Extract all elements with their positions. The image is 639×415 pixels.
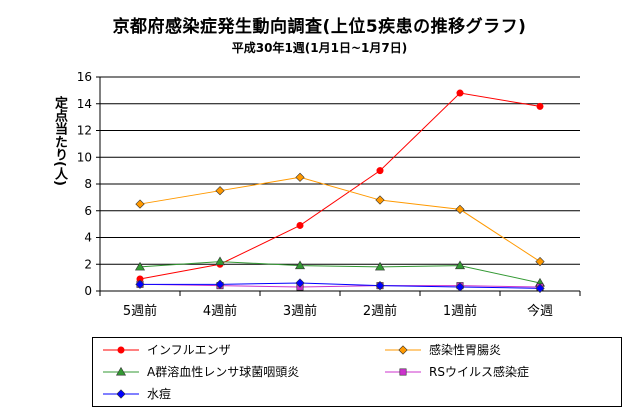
data-point [455,282,465,292]
data-point [134,261,146,271]
series-line [140,282,541,289]
chart-subtitle: 平成30年1週(1月1日~1月7日) [231,41,408,55]
legend-marker [398,345,408,355]
x-tick-label: 1週前 [443,303,477,319]
data-point [215,186,225,196]
y-tick-label: 0 [84,284,92,298]
legend-item: RSウイルス感染症 [385,364,529,379]
legend-label: 水痘 [147,386,171,401]
legend-label: A群溶血性レンサ球菌咽頭炎 [147,364,299,379]
data-point [535,256,545,267]
x-tick-label: 今週 [527,303,553,319]
y-tick-label: 10 [77,150,92,164]
data-point [135,279,145,289]
data-point [456,89,464,97]
data-point [376,167,384,175]
data-point [375,195,385,205]
y-tick-label: 2 [84,257,92,271]
series-line [139,92,541,280]
x-tick-label: 3週前 [283,303,317,319]
data-point [535,283,545,293]
data-point [296,221,304,229]
y-tick-label: 16 [77,70,92,84]
legend-item: インフルエンザ [103,343,231,357]
legend-label: 感染性胃腸炎 [429,342,501,357]
legend-item: 感染性胃腸炎 [385,342,501,357]
y-tick-label: 8 [84,177,92,191]
data-point [135,199,145,209]
data-point [295,278,305,288]
legend: インフルエンザ 感染性胃腸炎 A群溶血性レンサ球菌咽頭炎 RSウイルス感染症水痘 [92,337,622,407]
chart-title: 京都府感染症発生動向調査(上位5疾患の推移グラフ) [112,17,527,37]
x-tick-label: 2週前 [363,303,397,319]
data-point [375,281,385,291]
legend-item: 水痘 [103,386,171,401]
series-1 [136,89,544,283]
series-3 [134,256,546,287]
data-point [454,260,466,270]
data-point [374,261,386,271]
series-5 [135,278,545,293]
x-tick-label: 4週前 [203,303,237,319]
legend-marker [117,346,125,354]
series-2 [135,172,545,267]
legend-marker [399,368,407,376]
series-line [139,261,541,284]
y-tick-label: 12 [77,124,92,138]
y-tick-label: 6 [84,204,92,218]
series-line [139,283,541,288]
series-line [139,176,541,262]
legend-item: A群溶血性レンサ球菌咽頭炎 [103,364,299,379]
x-tick-label: 5週前 [123,303,157,319]
data-point [214,256,226,266]
y-tick-label: 4 [84,231,92,245]
y-axis-label: 定点当たり(人) [52,96,67,186]
data-point [536,102,544,110]
series-4 [136,280,544,291]
legend-marker [116,389,126,399]
data-point [295,172,305,182]
legend-label: RSウイルス感染症 [429,364,529,379]
data-point [294,260,306,270]
legend-label: インフルエンザ [147,343,231,357]
data-point [455,204,465,215]
y-tick-label: 14 [77,97,92,111]
legend-marker [115,366,127,376]
data-point [215,279,225,289]
